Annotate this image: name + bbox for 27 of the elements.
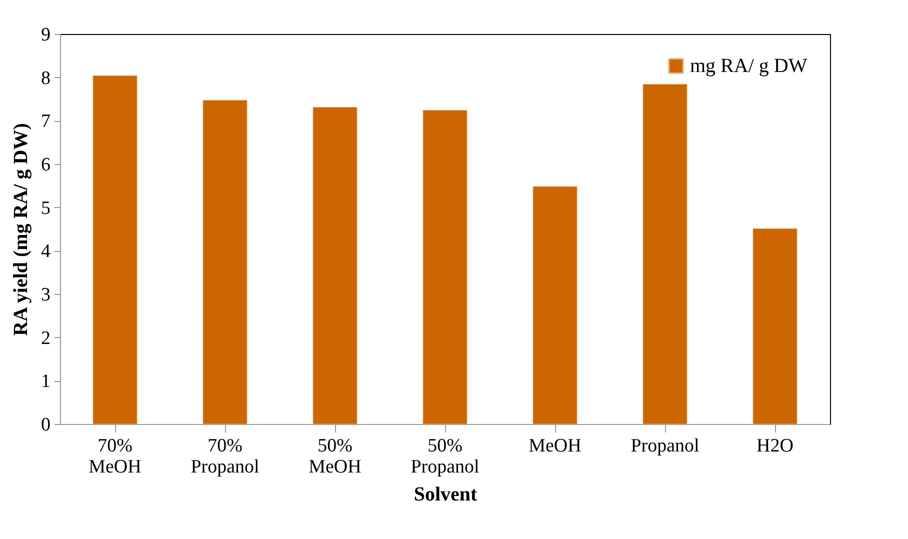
y-axis-title: RA yield (mg RA/ g DW)	[10, 123, 32, 336]
x-tick-label: 50% Propanol	[410, 436, 480, 478]
y-tick-label: 6	[41, 154, 50, 176]
y-tick-label: 1	[41, 371, 50, 392]
x-tick-label: Propanol	[630, 436, 700, 456]
bar	[202, 100, 248, 424]
y-tick-label: 9	[41, 24, 50, 46]
y-tick-label: 5	[41, 198, 50, 219]
x-tick-label: 70% Propanol	[190, 436, 260, 478]
bar	[642, 84, 688, 424]
y-tick-label: 2	[41, 328, 50, 349]
bar	[312, 106, 358, 424]
x-axis-title: Solvent	[414, 484, 478, 506]
y-tick-label: 0	[41, 414, 50, 436]
x-tick-label: 50% MeOH	[308, 436, 362, 478]
bar	[752, 228, 798, 424]
bar	[532, 186, 578, 424]
y-tick-label: 7	[41, 111, 50, 132]
x-tick-label: 70% MeOH	[88, 436, 142, 478]
x-tick-label: H2O	[756, 436, 794, 456]
bar	[422, 110, 468, 424]
y-tick-label: 4	[41, 241, 51, 262]
bar	[92, 75, 138, 424]
y-tick-label: 3	[41, 284, 50, 306]
x-tick-label: MeOH	[528, 436, 582, 456]
legend-label: mg RA/ g DW	[690, 55, 808, 77]
y-tick-label: 8	[41, 68, 50, 89]
